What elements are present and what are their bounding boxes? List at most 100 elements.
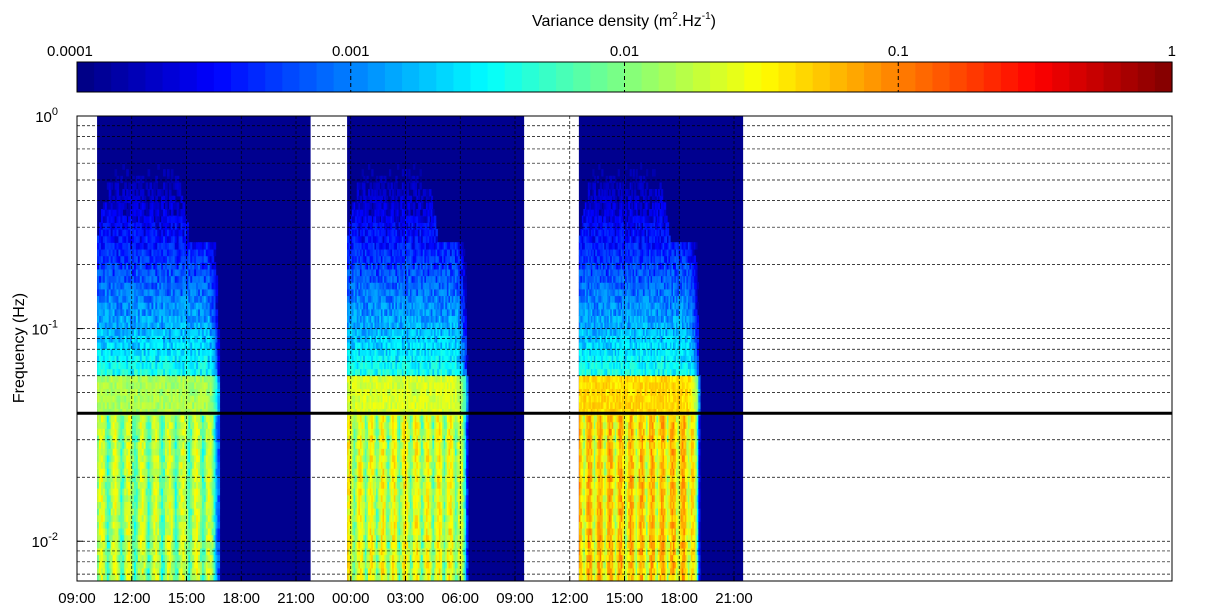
spectrogram-cell <box>192 507 195 516</box>
spectrogram-cell <box>114 421 118 429</box>
spectrogram-cell <box>371 421 374 429</box>
spectrogram-cell <box>201 547 205 556</box>
spectrogram-cell <box>141 375 145 383</box>
spectrogram-cell <box>372 461 376 469</box>
spectrogram-cell <box>348 454 352 463</box>
spectrogram-cell <box>145 401 149 409</box>
spectrogram-cell <box>172 521 176 529</box>
spectrogram-cell <box>149 268 153 277</box>
spectrogram-cell <box>205 401 209 409</box>
spectrogram-cell <box>145 288 149 297</box>
spectrogram-cell <box>217 348 221 356</box>
spectrogram-cell <box>361 228 364 237</box>
spectrogram-cell <box>141 501 145 509</box>
spectrogram-cell <box>358 441 361 449</box>
spectrogram-cell <box>217 507 221 516</box>
spectrogram-cell <box>176 507 180 516</box>
spectrogram-cell <box>199 388 203 396</box>
spectrogram-cell <box>372 248 376 257</box>
spectrogram-cell <box>170 295 174 303</box>
spectrogram-cell <box>139 481 143 489</box>
spectrogram-cell <box>374 302 377 310</box>
spectrogram-cell <box>133 341 137 350</box>
spectrogram-cell <box>194 454 197 463</box>
spectrogram-cell <box>122 401 125 409</box>
spectrogram-cell <box>186 461 190 469</box>
spectrogram-cell <box>356 255 360 263</box>
spectrogram-cell <box>141 175 145 184</box>
spectrogram-cell <box>178 441 182 449</box>
spectrogram-cell <box>128 288 131 297</box>
spectrogram-cell <box>163 228 166 237</box>
spectrogram-cell <box>145 388 149 396</box>
spectrogram-cell <box>348 295 352 303</box>
spectrogram-cell <box>133 507 137 516</box>
spectrogram-cell <box>192 514 195 522</box>
spectrogram-cell <box>159 375 162 383</box>
spectrogram-cell <box>371 355 374 363</box>
spectrogram-cell <box>141 202 145 210</box>
spectrogram-cell <box>359 348 363 356</box>
spectrogram-cell <box>120 202 124 210</box>
spectrogram-cell <box>188 474 191 483</box>
spectrogram-cell <box>347 494 350 502</box>
spectrogram-cell <box>135 268 139 277</box>
spectrogram-cell <box>108 361 112 370</box>
spectrogram-cell <box>364 501 368 509</box>
spectrogram-cell <box>353 434 356 443</box>
spectrogram-cell <box>205 574 209 581</box>
spectrogram-cell <box>355 514 358 522</box>
spectrogram-cell <box>157 474 160 483</box>
spectrogram-cell <box>133 282 137 290</box>
spectrogram-cell <box>137 282 141 290</box>
spectrogram-cell <box>149 501 153 509</box>
spectrogram-cell <box>137 215 141 223</box>
spectrogram-cell <box>122 461 125 469</box>
spectrogram-cell <box>106 262 110 270</box>
spectrogram-cell <box>209 308 213 316</box>
spectrogram-cell <box>159 501 162 509</box>
spectrogram-cell <box>174 388 178 396</box>
spectrogram-cell <box>106 361 110 370</box>
spectrogram-cell <box>363 541 366 549</box>
spectrogram-cell <box>176 341 180 350</box>
spectrogram-cell <box>126 189 129 197</box>
spectrogram-cell <box>130 268 133 277</box>
spectrogram-cell <box>348 414 352 423</box>
spectrogram-cell <box>180 328 184 336</box>
spectrogram-cell <box>184 348 188 356</box>
spectrogram-cell <box>104 268 108 277</box>
spectrogram-cell <box>120 209 124 217</box>
spectrogram-cell <box>116 209 120 217</box>
spectrogram-cell <box>213 441 217 449</box>
spectrogram-cell <box>372 421 376 429</box>
spectrogram-cell <box>141 228 145 237</box>
spectrogram-cell <box>178 481 182 489</box>
spectrogram-cell <box>149 182 153 190</box>
spectrogram-cell <box>168 315 172 323</box>
spectrogram-cell <box>141 361 145 370</box>
spectrogram-cell <box>153 361 157 370</box>
spectrogram-cell <box>361 561 364 569</box>
spectrogram-cell <box>143 355 147 363</box>
spectrogram-cell <box>149 209 153 217</box>
spectrogram-cell <box>132 341 135 350</box>
spectrogram-cell <box>139 434 143 443</box>
spectrogram-cell <box>155 561 158 569</box>
spectrogram-cell <box>126 315 129 323</box>
spectrogram-cell <box>205 468 209 476</box>
spectrogram-cell <box>355 541 358 549</box>
spectrogram-cell <box>199 481 203 489</box>
spectrogram-cell <box>153 434 157 443</box>
spectrogram-cell <box>194 488 197 496</box>
spectrogram-cell <box>355 454 358 463</box>
spectrogram-cell <box>364 295 368 303</box>
spectrogram-cell <box>213 335 217 343</box>
spectrogram-cell <box>180 448 184 456</box>
spectrogram-cell <box>106 428 110 436</box>
spectrogram-cell <box>108 288 112 297</box>
spectrogram-cell <box>100 341 104 350</box>
spectrogram-cell <box>147 302 151 310</box>
spectrogram-cell <box>141 395 145 403</box>
spectrogram-cell <box>132 355 135 363</box>
